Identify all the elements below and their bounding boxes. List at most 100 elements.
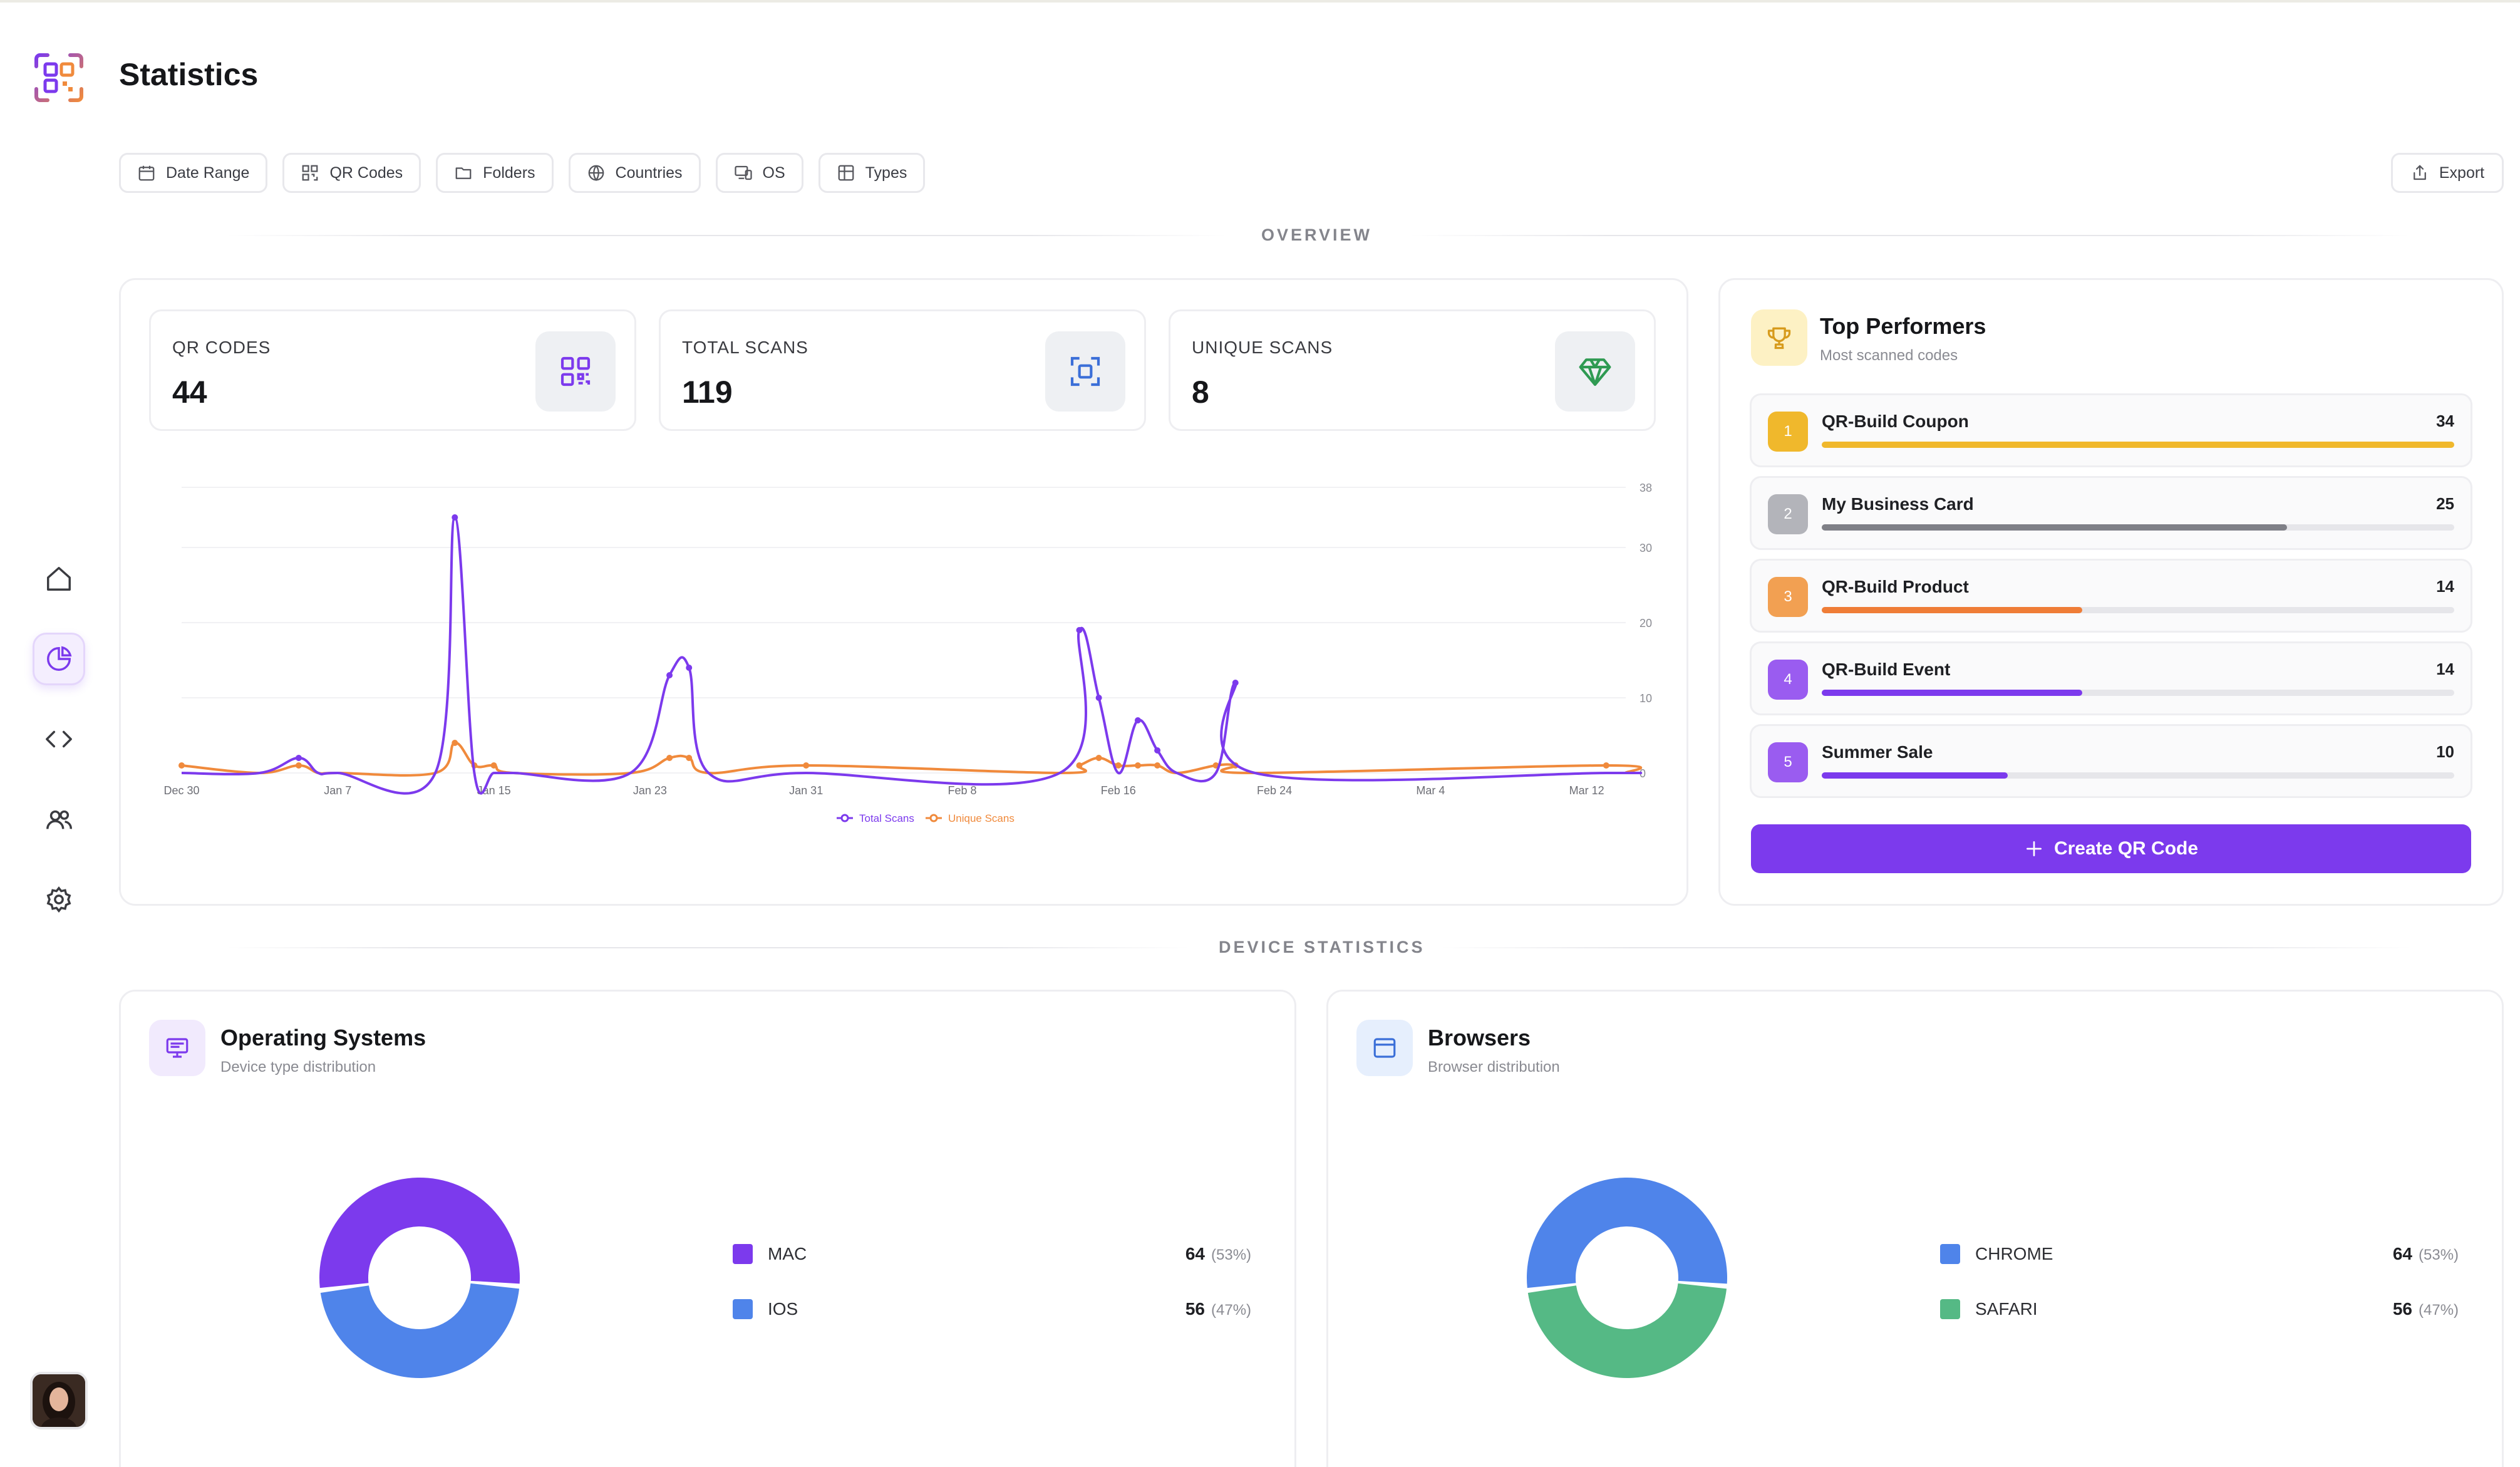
progress-fill xyxy=(1822,772,2008,779)
x-tick-label: Feb 8 xyxy=(948,784,976,797)
data-point[interactable] xyxy=(452,740,458,746)
legend-percent-safari: (47%) xyxy=(2419,1302,2459,1319)
os-donut-chart xyxy=(319,1178,520,1378)
legend-value-mac: 64 xyxy=(1185,1244,1205,1263)
data-point[interactable] xyxy=(1115,762,1122,769)
legend-label[interactable]: Unique Scans xyxy=(948,812,1015,824)
data-point[interactable] xyxy=(803,762,810,769)
stat-label: TOTAL SCANS xyxy=(682,338,808,357)
home-icon xyxy=(47,567,71,591)
os-icon-box xyxy=(149,1020,205,1076)
legend-marker xyxy=(929,814,938,822)
progress-track xyxy=(1822,690,2454,696)
filter-folders[interactable]: Folders xyxy=(436,153,554,193)
x-tick-label: Feb 16 xyxy=(1101,784,1136,797)
performer-count: 25 xyxy=(2436,494,2454,513)
filter-countries[interactable]: Countries xyxy=(568,153,701,193)
device-divider-left xyxy=(225,947,1190,948)
donut-segment-ios[interactable] xyxy=(320,1283,520,1378)
stat-label: QR CODES xyxy=(172,338,271,357)
browser-icon xyxy=(1373,1038,1396,1058)
legend-label[interactable]: Total Scans xyxy=(859,812,914,824)
device-divider-right xyxy=(1440,947,2411,948)
sidebar-item-users[interactable] xyxy=(33,793,85,846)
legend-name-chrome: CHROME xyxy=(1975,1244,2053,1263)
top-performer-row[interactable]: 5 Summer Sale 10 xyxy=(1750,724,2472,798)
data-point[interactable] xyxy=(1095,695,1102,701)
filter-label: OS xyxy=(762,163,785,182)
legend-marker xyxy=(840,814,849,822)
top-performer-row[interactable]: 3 QR-Build Product 14 xyxy=(1750,559,2472,633)
top-performer-row[interactable]: 1 QR-Build Coupon 34 xyxy=(1750,393,2472,467)
rank-badge: 2 xyxy=(1768,494,1808,534)
performer-name: QR-Build Event xyxy=(1822,660,1951,679)
filter-os[interactable]: OS xyxy=(715,153,803,193)
legend-value-ios: 56 xyxy=(1185,1299,1205,1319)
device-statistics-label: DEVICE STATISTICS xyxy=(1219,938,1425,956)
data-point[interactable] xyxy=(490,762,497,769)
x-tick-label: Feb 24 xyxy=(1257,784,1292,797)
filter-label: Date Range xyxy=(166,163,250,182)
data-point[interactable] xyxy=(1095,755,1102,761)
gear-icon xyxy=(46,886,71,913)
globe-icon xyxy=(588,165,604,182)
monitor-icon xyxy=(166,1038,188,1058)
stat-value: 8 xyxy=(1192,375,1209,410)
data-point[interactable] xyxy=(686,755,693,761)
data-point[interactable] xyxy=(1154,762,1161,769)
progress-fill xyxy=(1822,442,2454,448)
data-point[interactable] xyxy=(686,665,693,671)
data-point[interactable] xyxy=(452,514,458,521)
scan-icon xyxy=(1070,356,1100,386)
export-button[interactable]: Export xyxy=(2391,153,2504,193)
pie-chart-icon xyxy=(47,646,72,671)
sidebar-item-home[interactable] xyxy=(33,552,85,605)
filter-types[interactable]: Types xyxy=(818,153,926,193)
stat-value: 119 xyxy=(682,375,733,410)
data-point[interactable] xyxy=(1076,762,1083,769)
data-point[interactable] xyxy=(1076,627,1083,633)
browsers-icon-box xyxy=(1356,1020,1413,1076)
create-qr-code-button[interactable]: Create QR Code xyxy=(1751,824,2471,873)
data-point[interactable] xyxy=(666,755,673,761)
data-point[interactable] xyxy=(178,762,185,769)
performer-name: My Business Card xyxy=(1822,494,1974,514)
performer-count: 14 xyxy=(2436,577,2454,596)
top-performer-row[interactable]: 4 QR-Build Event 14 xyxy=(1750,641,2472,715)
top-performers-icon-box xyxy=(1751,309,1807,366)
filter-qr-codes[interactable]: QR Codes xyxy=(282,153,421,193)
data-point[interactable] xyxy=(1154,747,1161,754)
sidebar-item-code[interactable] xyxy=(33,713,85,765)
avatar[interactable] xyxy=(30,1372,88,1429)
data-point[interactable] xyxy=(1134,717,1141,723)
donut-segment-safari[interactable] xyxy=(1527,1283,1727,1378)
filter-date-range[interactable]: Date Range xyxy=(119,153,268,193)
progress-fill xyxy=(1822,607,2082,613)
y-tick-label: 20 xyxy=(1640,617,1652,630)
top-performers-subtitle: Most scanned codes xyxy=(1820,347,1958,364)
legend-percent-mac: (53%) xyxy=(1211,1247,1252,1263)
devices-icon xyxy=(734,165,752,180)
legend-name-ios: IOS xyxy=(768,1299,798,1319)
progress-fill xyxy=(1822,524,2287,531)
app-logo-icon[interactable] xyxy=(33,51,85,104)
legend-value-safari: 56 xyxy=(2392,1299,2412,1319)
data-point[interactable] xyxy=(295,762,302,769)
sidebar-item-statistics[interactable] xyxy=(33,633,85,685)
data-point[interactable] xyxy=(1232,680,1239,686)
data-point[interactable] xyxy=(1603,762,1609,769)
donut-segment-mac[interactable] xyxy=(319,1178,520,1288)
top-performer-row[interactable]: 2 My Business Card 25 xyxy=(1750,476,2472,550)
overview-label: OVERVIEW xyxy=(1261,225,1373,244)
progress-track xyxy=(1822,772,2454,779)
data-point[interactable] xyxy=(1134,762,1141,769)
rank-badge: 3 xyxy=(1768,577,1808,617)
sidebar-item-settings[interactable] xyxy=(33,873,85,926)
x-tick-label: Jan 7 xyxy=(324,784,351,797)
data-point[interactable] xyxy=(295,755,302,761)
data-point[interactable] xyxy=(666,672,673,678)
series-line-total-scans xyxy=(181,516,1643,795)
x-tick-label: Mar 4 xyxy=(1416,784,1445,797)
donut-segment-chrome[interactable] xyxy=(1527,1178,1727,1288)
filter-label: QR Codes xyxy=(329,163,403,182)
